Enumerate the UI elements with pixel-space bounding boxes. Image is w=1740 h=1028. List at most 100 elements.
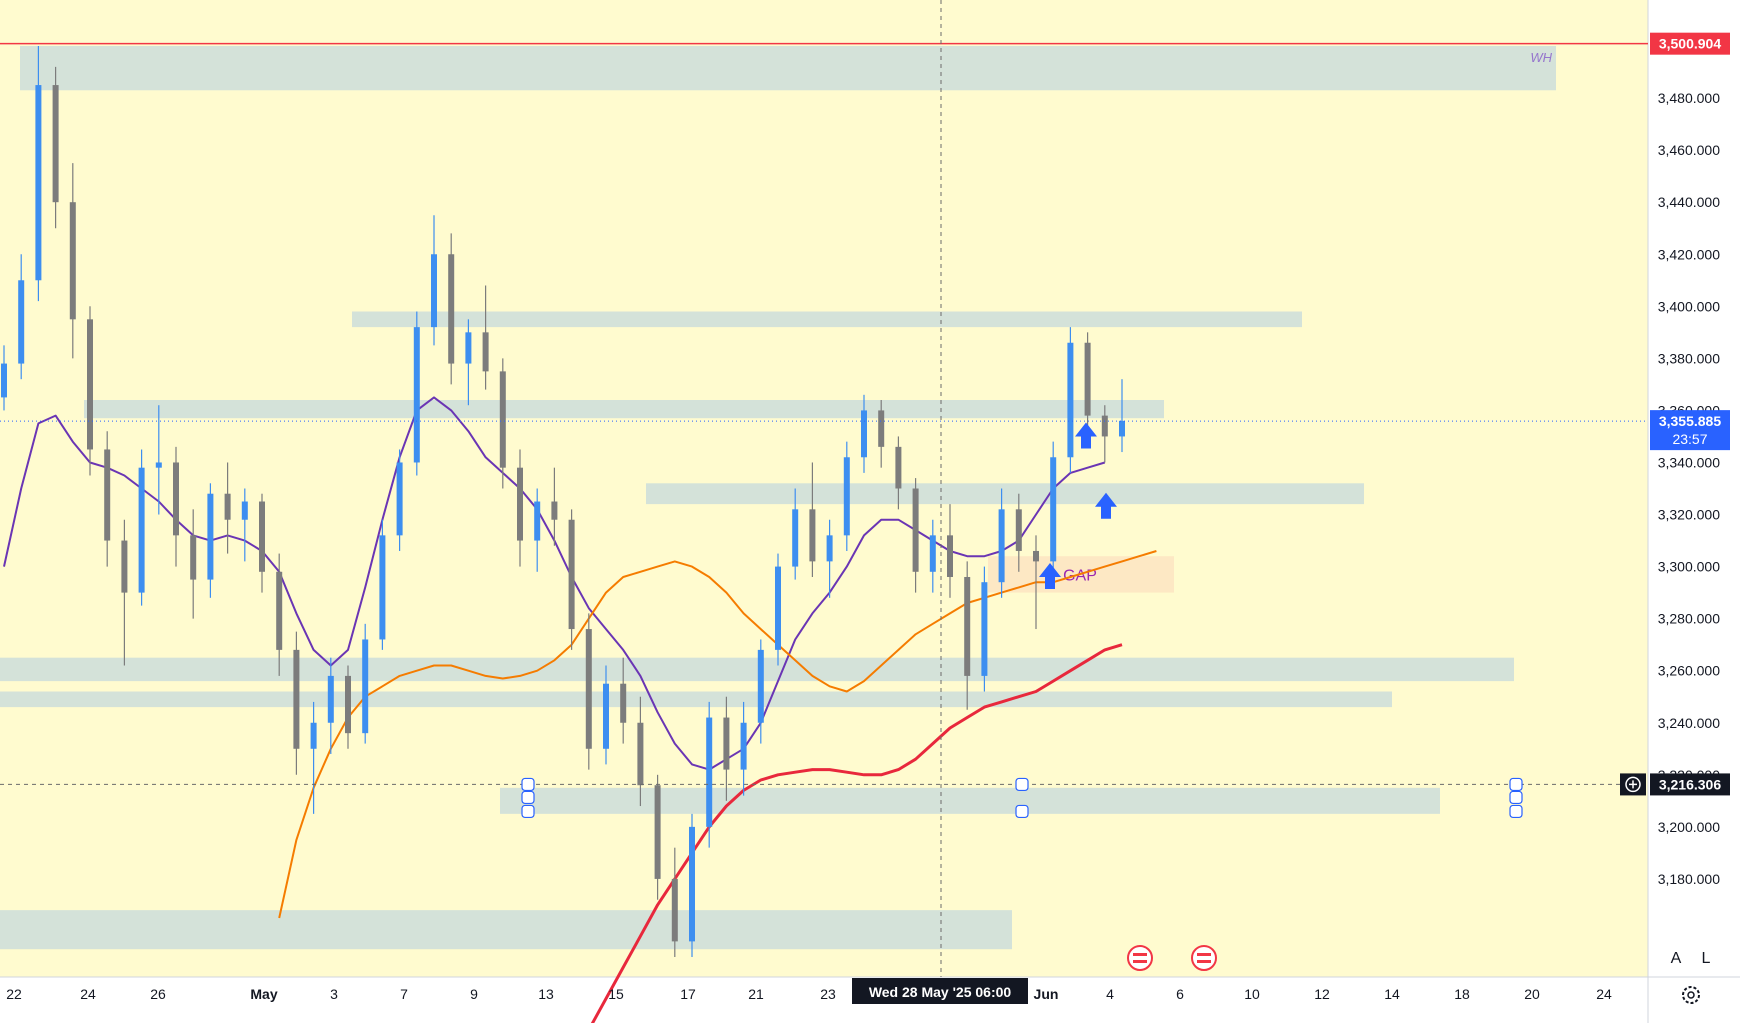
zone-band[interactable] [352, 311, 1302, 328]
candle-body[interactable] [448, 254, 455, 364]
log-scale-button[interactable]: L [1702, 950, 1711, 967]
x-tick-label: 17 [680, 986, 696, 1002]
candle-body[interactable] [534, 501, 541, 541]
candle-body[interactable] [1033, 550, 1039, 562]
candle-body[interactable] [362, 639, 369, 734]
drawing-handle[interactable] [1509, 804, 1523, 819]
zone-band[interactable] [0, 657, 1514, 682]
candle-body[interactable] [35, 85, 42, 281]
candle-body[interactable] [706, 717, 713, 827]
candle-body[interactable] [293, 649, 300, 749]
drawing-handle[interactable] [521, 804, 535, 819]
candle-body[interactable] [843, 457, 850, 536]
drawing-handle[interactable] [1509, 777, 1523, 792]
candle-body[interactable] [482, 332, 489, 372]
candle-body[interactable] [981, 582, 988, 676]
candle-body[interactable] [1015, 509, 1022, 551]
candle-body[interactable] [52, 85, 59, 203]
time-axis-background[interactable] [0, 977, 1648, 1023]
candle-body[interactable] [431, 254, 437, 328]
economic-event-flag-icon[interactable] [1191, 945, 1217, 971]
candle-body[interactable] [224, 493, 231, 520]
candle-body[interactable] [69, 202, 76, 320]
signal-arrow-icon[interactable] [1039, 562, 1061, 589]
settings-gear-icon[interactable] [1682, 986, 1700, 1004]
candle-body[interactable] [276, 571, 283, 650]
candle-body[interactable] [964, 576, 971, 676]
candle-body[interactable] [327, 675, 334, 723]
candle-body[interactable] [465, 332, 472, 364]
candle-body[interactable] [775, 566, 781, 650]
candle-body[interactable] [345, 675, 351, 734]
zone-band[interactable] [0, 910, 1012, 950]
candle-body[interactable] [499, 371, 506, 468]
zone-band[interactable] [0, 691, 1392, 708]
candle-body[interactable] [396, 462, 403, 536]
candle-body[interactable] [517, 467, 523, 541]
candle-body[interactable] [155, 462, 162, 468]
candle-body[interactable] [740, 722, 747, 770]
zone-band[interactable] [84, 400, 1164, 419]
candle-body[interactable] [121, 540, 128, 593]
drawing-handle[interactable] [1015, 777, 1029, 792]
candle-body[interactable] [18, 280, 25, 364]
y-tick-label: 3,180.000 [1658, 871, 1720, 887]
signal-arrow-icon[interactable] [1095, 492, 1117, 519]
candle-body[interactable] [826, 535, 833, 562]
drawing-handle[interactable] [1015, 804, 1029, 819]
candle-body[interactable] [207, 493, 214, 580]
candle-body[interactable] [259, 501, 265, 572]
candle-body[interactable] [379, 535, 386, 640]
candle-body[interactable] [87, 319, 93, 450]
candle-body[interactable] [104, 449, 111, 541]
candle-body[interactable] [878, 410, 885, 447]
candle-body[interactable] [947, 535, 953, 577]
candle-body[interactable] [603, 683, 609, 749]
candle-body[interactable] [637, 722, 644, 786]
candle-body[interactable] [671, 878, 678, 942]
candle-body[interactable] [241, 501, 248, 520]
candle-body[interactable] [310, 722, 317, 749]
zone-band[interactable] [20, 46, 1556, 91]
candle-body[interactable] [792, 509, 799, 567]
candle-body[interactable] [809, 509, 816, 562]
candle-body[interactable] [689, 826, 695, 942]
candle-body[interactable] [723, 717, 730, 770]
drawing-handle[interactable] [521, 790, 535, 805]
candle-body[interactable] [757, 649, 764, 723]
candle-body[interactable] [551, 501, 558, 520]
candle-body[interactable] [620, 683, 627, 723]
price-axis[interactable]: 3,180.0003,200.0003,220.0003,240.0003,26… [1658, 90, 1720, 887]
candle-body[interactable] [1067, 342, 1074, 458]
candle-body[interactable] [929, 535, 936, 572]
candle-body[interactable] [568, 519, 575, 630]
candle-body[interactable] [173, 462, 179, 536]
candle-body[interactable] [912, 488, 919, 572]
price-axis-background[interactable] [1648, 0, 1740, 1023]
candle-body[interactable] [190, 535, 197, 580]
candle-body[interactable] [1101, 415, 1108, 437]
candle-body[interactable] [895, 446, 902, 489]
candle-body[interactable] [998, 509, 1005, 583]
add-alert-icon[interactable] [1620, 773, 1646, 796]
drawing-handle[interactable] [1509, 790, 1523, 805]
time-axis[interactable]: 22 24 26 May 3 7 9 13 15 17 21 23 Jun 4 6 10 12 14 18 20 24 [6, 986, 1612, 1002]
candle-body[interactable] [654, 785, 661, 879]
x-tick-label: Jun [1034, 986, 1059, 1002]
x-tick-label: 7 [400, 986, 408, 1002]
candle-body[interactable] [585, 629, 592, 749]
candle-body[interactable] [1084, 342, 1091, 416]
zone-band[interactable] [646, 483, 1364, 505]
candle-body[interactable] [138, 467, 145, 593]
drawing-handle[interactable] [521, 777, 535, 792]
candle-body[interactable] [861, 410, 867, 458]
candle-body[interactable] [413, 327, 420, 463]
economic-event-flag-icon[interactable] [1127, 945, 1153, 971]
candle-body[interactable] [1050, 457, 1057, 562]
auto-scale-button[interactable]: A [1671, 950, 1682, 967]
signal-arrow-icon[interactable] [1075, 422, 1097, 449]
candle-body[interactable] [1, 363, 7, 398]
candle-body[interactable] [1119, 420, 1125, 437]
x-tick-label: 12 [1314, 986, 1330, 1002]
